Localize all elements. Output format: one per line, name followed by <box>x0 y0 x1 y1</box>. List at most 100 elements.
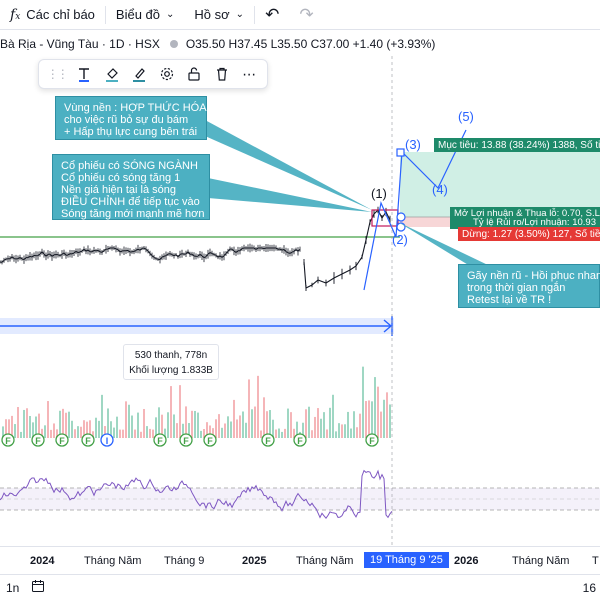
bars-count: 530 thanh, 778n <box>134 350 208 361</box>
volume-bar <box>371 401 373 438</box>
delete-icon[interactable] <box>211 63 233 85</box>
volume-bar <box>317 408 319 438</box>
volume-bar <box>32 422 34 438</box>
timezone-label[interactable]: 16 <box>582 580 596 595</box>
event-marker <box>31 433 45 447</box>
indicators-button[interactable]: fx Các chỉ báo <box>0 0 105 30</box>
profile-label: Hồ sơ <box>194 7 230 22</box>
volume-bar <box>128 404 130 438</box>
callout-base-break[interactable]: Gãy nền rũ - Hồi phục nhanh trong thời g… <box>458 264 600 308</box>
settings-icon[interactable] <box>156 63 178 85</box>
unlock-icon[interactable] <box>183 63 205 85</box>
volume-bar <box>134 429 136 438</box>
event-marker-label: F <box>265 436 271 446</box>
callout-line: Cổ phiếu có sóng tăng 1 <box>61 172 181 184</box>
drawing-toolbar: ⋮⋮ ⋯ <box>38 59 268 89</box>
volume-bar <box>251 409 253 438</box>
volume-bar <box>302 422 304 438</box>
callout-line: trong thời gian ngắn <box>467 282 566 294</box>
time-label: 2026 <box>454 555 479 567</box>
volume-bar <box>35 416 37 438</box>
profile-menu-button[interactable]: Hồ sơ ⌄ <box>184 0 254 30</box>
volume-bar <box>314 416 316 438</box>
divider <box>104 5 106 24</box>
wave-label-5[interactable]: (5) <box>458 109 474 124</box>
volume-bar <box>329 407 331 438</box>
volume-bar <box>350 428 352 438</box>
chevron-down-icon: ⌄ <box>235 9 245 20</box>
volume-bar <box>47 401 49 438</box>
charts-label: Biểu đồ <box>115 7 161 22</box>
volume-bar <box>167 412 169 438</box>
volume-bar <box>305 409 307 438</box>
volume-bar <box>389 404 391 438</box>
volume-bar <box>284 428 286 438</box>
volume-bar <box>146 426 148 438</box>
volume-bar <box>92 431 94 438</box>
text-icon[interactable] <box>73 63 95 85</box>
volume-bar <box>17 407 19 438</box>
volume-bar <box>326 429 328 438</box>
volume-bar <box>74 429 76 438</box>
callout-sector-wave[interactable]: Cổ phiếu có SÓNG NGÀNH Cổ phiếu có sóng … <box>52 154 210 220</box>
volume-bar <box>290 412 292 438</box>
volume-bar <box>125 401 127 438</box>
calendar-icon[interactable] <box>31 579 45 596</box>
time-label: Tháng Năm <box>84 555 142 567</box>
volume-bar <box>86 421 88 438</box>
volume-bar <box>287 408 289 438</box>
volume-bar <box>119 429 121 438</box>
redo-icon[interactable]: ↷ <box>299 4 314 24</box>
volume-bar <box>353 411 355 438</box>
volume-bar <box>149 428 151 438</box>
event-marker <box>365 433 379 447</box>
interval-button[interactable]: 1n <box>6 580 20 595</box>
volume-bar <box>206 422 208 438</box>
time-label: 2024 <box>30 555 55 567</box>
grip-icon[interactable]: ⋮⋮ <box>46 67 69 81</box>
volume-bar <box>179 385 181 438</box>
volume-bar <box>152 429 154 438</box>
volume-bar <box>269 410 271 438</box>
wave-label-2[interactable]: (2) <box>392 232 408 247</box>
more-icon[interactable]: ⋯ <box>242 65 257 82</box>
market-status-icon <box>169 40 178 48</box>
charts-menu-button[interactable]: Biểu đồ ⌄ <box>106 0 184 30</box>
volume-bar <box>41 428 43 438</box>
event-marker-label: F <box>59 436 65 446</box>
wave-label-1[interactable]: (1) <box>371 186 387 201</box>
volume-bar <box>212 428 214 438</box>
volume-bar <box>185 406 187 438</box>
time-label: 2025 <box>242 555 267 567</box>
volume-bar <box>293 428 295 438</box>
wave-label-3[interactable]: (3) <box>405 137 421 152</box>
volume-bar <box>38 413 40 438</box>
time-axis[interactable]: 2024 Tháng Năm Tháng 9 2025 Tháng Năm 19… <box>0 546 600 574</box>
callout-line: Cổ phiếu có SÓNG NGÀNH <box>61 160 198 172</box>
event-marker-label: I <box>106 436 109 446</box>
volume-bar <box>368 400 370 438</box>
line-color-icon[interactable] <box>128 63 150 85</box>
wave-label-4[interactable]: (4) <box>432 182 448 197</box>
rsi-band <box>0 488 600 510</box>
symbol-name[interactable]: Bà Rịa - Vũng Tàu · 1D · HSX <box>0 37 160 51</box>
callout-base-zone[interactable]: Vùng nền : HỢP THỨC HÓA cho việc rũ bỏ s… <box>55 96 207 140</box>
undo-icon[interactable]: ↶ <box>265 4 280 24</box>
volume-bar <box>365 401 367 438</box>
volume-bar <box>320 418 322 438</box>
volume-bar <box>230 421 232 438</box>
volume-bar <box>68 411 70 438</box>
symbol-legend: Bà Rịa - Vũng Tàu · 1D · HSX O35.50 H37.… <box>0 35 435 53</box>
volume-bar <box>20 431 22 438</box>
callout-pointer <box>205 120 372 210</box>
volume-bar <box>56 429 58 438</box>
volume-bar <box>245 422 247 438</box>
volume-bar <box>176 423 178 438</box>
volume-bar <box>173 414 175 438</box>
volume-bar <box>137 412 139 438</box>
fill-color-icon[interactable] <box>101 63 123 85</box>
crosshair-date-label: 19 Tháng 9 '25 <box>364 552 449 568</box>
time-label: Tháng 9 <box>164 555 205 567</box>
volume-bar <box>44 425 46 438</box>
